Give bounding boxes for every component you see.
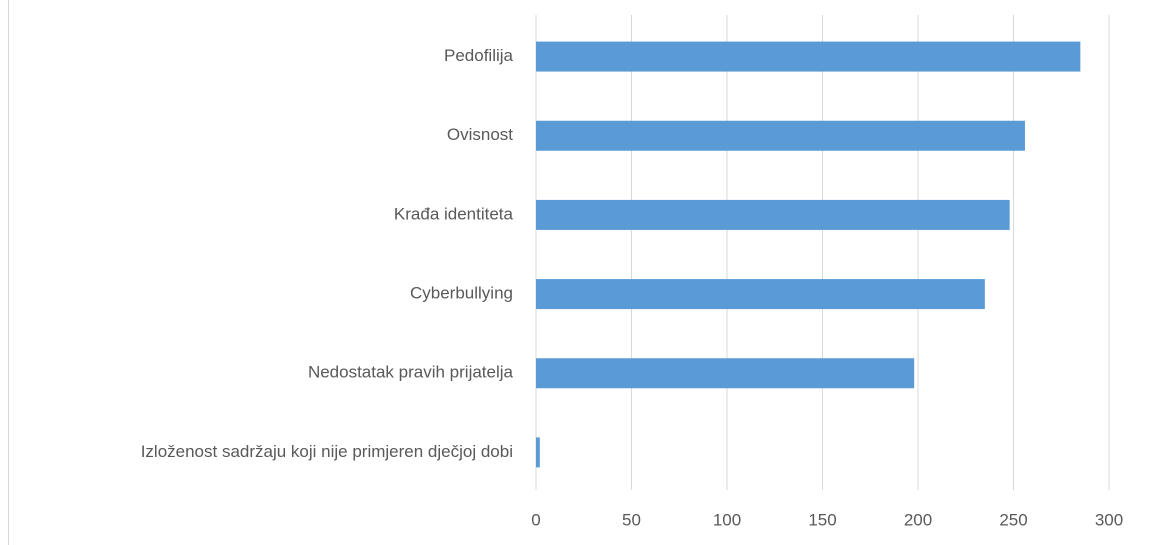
x-tick-label: 50 [622,510,641,529]
bar [536,437,540,468]
bar [536,358,915,389]
y-tick-label: Pedofilija [444,46,514,65]
x-tick-label: 0 [531,510,540,529]
y-tick-label: Ovisnost [447,125,513,144]
y-tick-label: Nedostatak pravih prijatelja [308,363,514,382]
bar [536,199,1010,230]
bar [536,41,1081,72]
y-tick-label: Izloženost sadržaju koji nije primjeren … [141,442,513,461]
y-tick-label: Krađa identiteta [394,204,514,223]
bar [536,120,1025,151]
x-tick-label: 250 [999,510,1027,529]
bar [536,279,985,310]
x-tick-label: 300 [1095,510,1123,529]
y-tick-label: Cyberbullying [410,284,513,303]
x-tick-label: 200 [904,510,932,529]
x-tick-label: 100 [713,510,741,529]
x-tick-label: 150 [808,510,836,529]
